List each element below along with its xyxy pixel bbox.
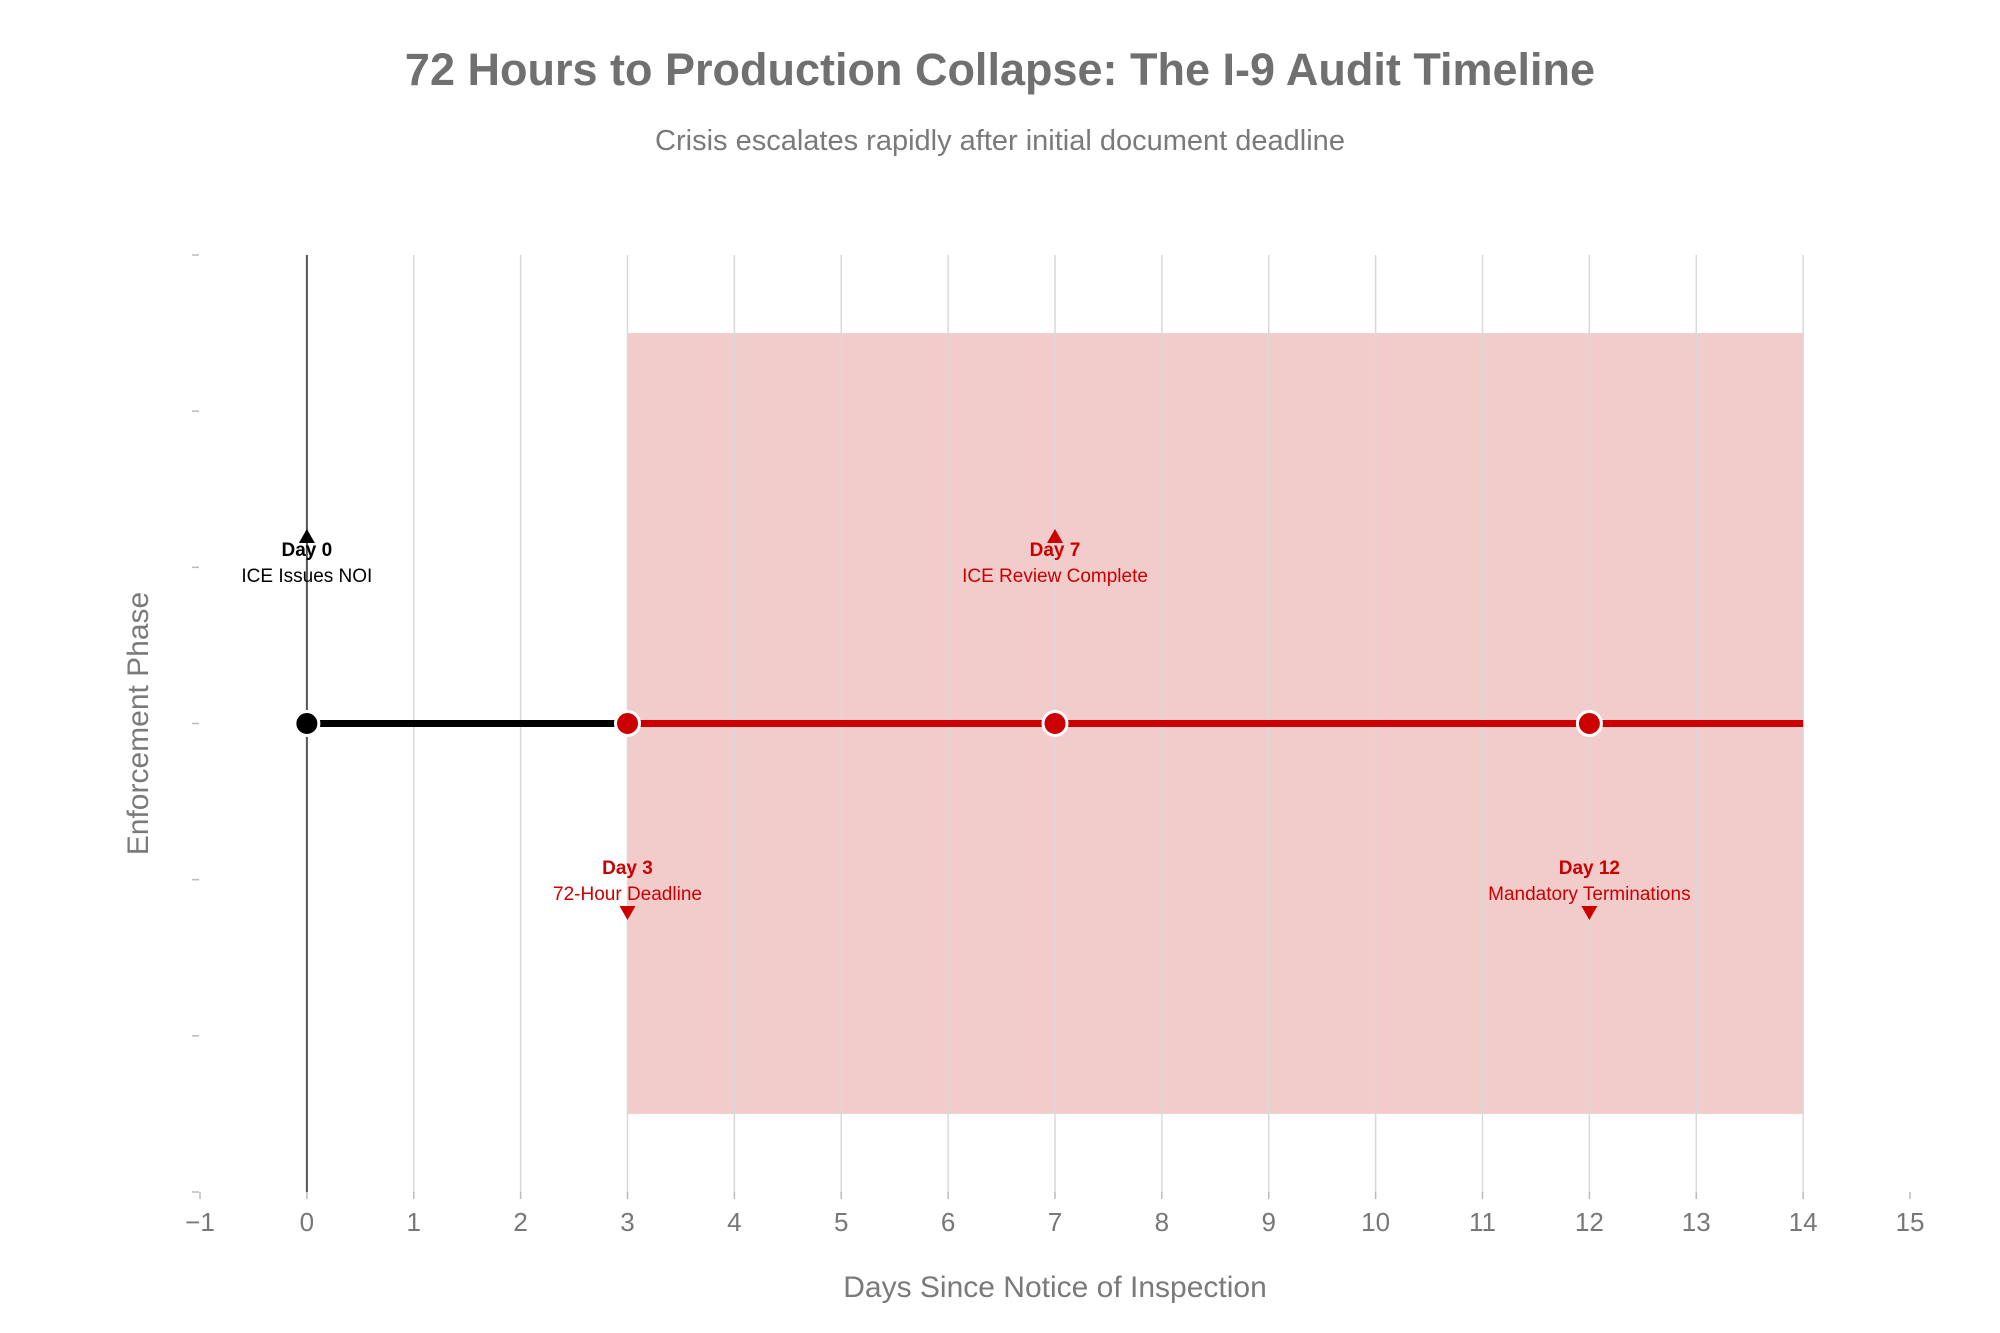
x-tick-label: 14 — [1789, 1207, 1818, 1237]
event-arrow — [1047, 529, 1063, 543]
x-tick-label: 7 — [1048, 1207, 1062, 1237]
event-arrow — [298, 529, 315, 543]
event-marker — [614, 710, 641, 737]
x-tick-label: 2 — [513, 1207, 527, 1237]
event-arrow — [619, 906, 636, 920]
x-tick-label: 3 — [620, 1207, 634, 1237]
x-tick-label: 6 — [941, 1207, 955, 1237]
x-tick-label: 4 — [727, 1207, 741, 1237]
event-title: Day 0 — [282, 540, 333, 561]
x-tick-label: 1 — [407, 1207, 421, 1237]
event-marker — [293, 710, 321, 737]
x-axis-title: Days Since Notice of Inspection — [843, 1271, 1267, 1304]
x-tick-label: 13 — [1682, 1207, 1711, 1237]
event-label: Mandatory Terminations — [1488, 884, 1690, 905]
chart-subtitle: Crisis escalates rapidly after initial d… — [655, 125, 1345, 157]
x-tick-label: 9 — [1262, 1207, 1276, 1237]
event-title: Day 12 — [1559, 858, 1620, 879]
x-tick-label: 0 — [300, 1207, 314, 1237]
x-tick-label: 15 — [1896, 1207, 1925, 1237]
x-tick-label: 11 — [1469, 1207, 1496, 1237]
event-label: 72-Hour Deadline — [553, 884, 702, 905]
event-title: Day 7 — [1030, 540, 1081, 561]
x-tick-label: 12 — [1575, 1207, 1604, 1237]
chart-title: 72 Hours to Production Collapse: The I-9… — [404, 44, 1596, 95]
event-title: Day 3 — [602, 858, 653, 879]
event-arrow — [1581, 906, 1598, 920]
x-tick-label: −1 — [185, 1207, 215, 1237]
x-tick-label: 5 — [834, 1207, 848, 1237]
event-marker — [1041, 710, 1069, 737]
event-label: ICE Issues NOI — [241, 566, 372, 587]
event-label: ICE Review Complete — [962, 566, 1148, 587]
y-axis-title: Enforcement Phase — [122, 592, 155, 855]
x-tick-label: 10 — [1361, 1207, 1390, 1237]
x-tick-label: 8 — [1155, 1207, 1169, 1237]
event-marker — [1575, 710, 1603, 737]
